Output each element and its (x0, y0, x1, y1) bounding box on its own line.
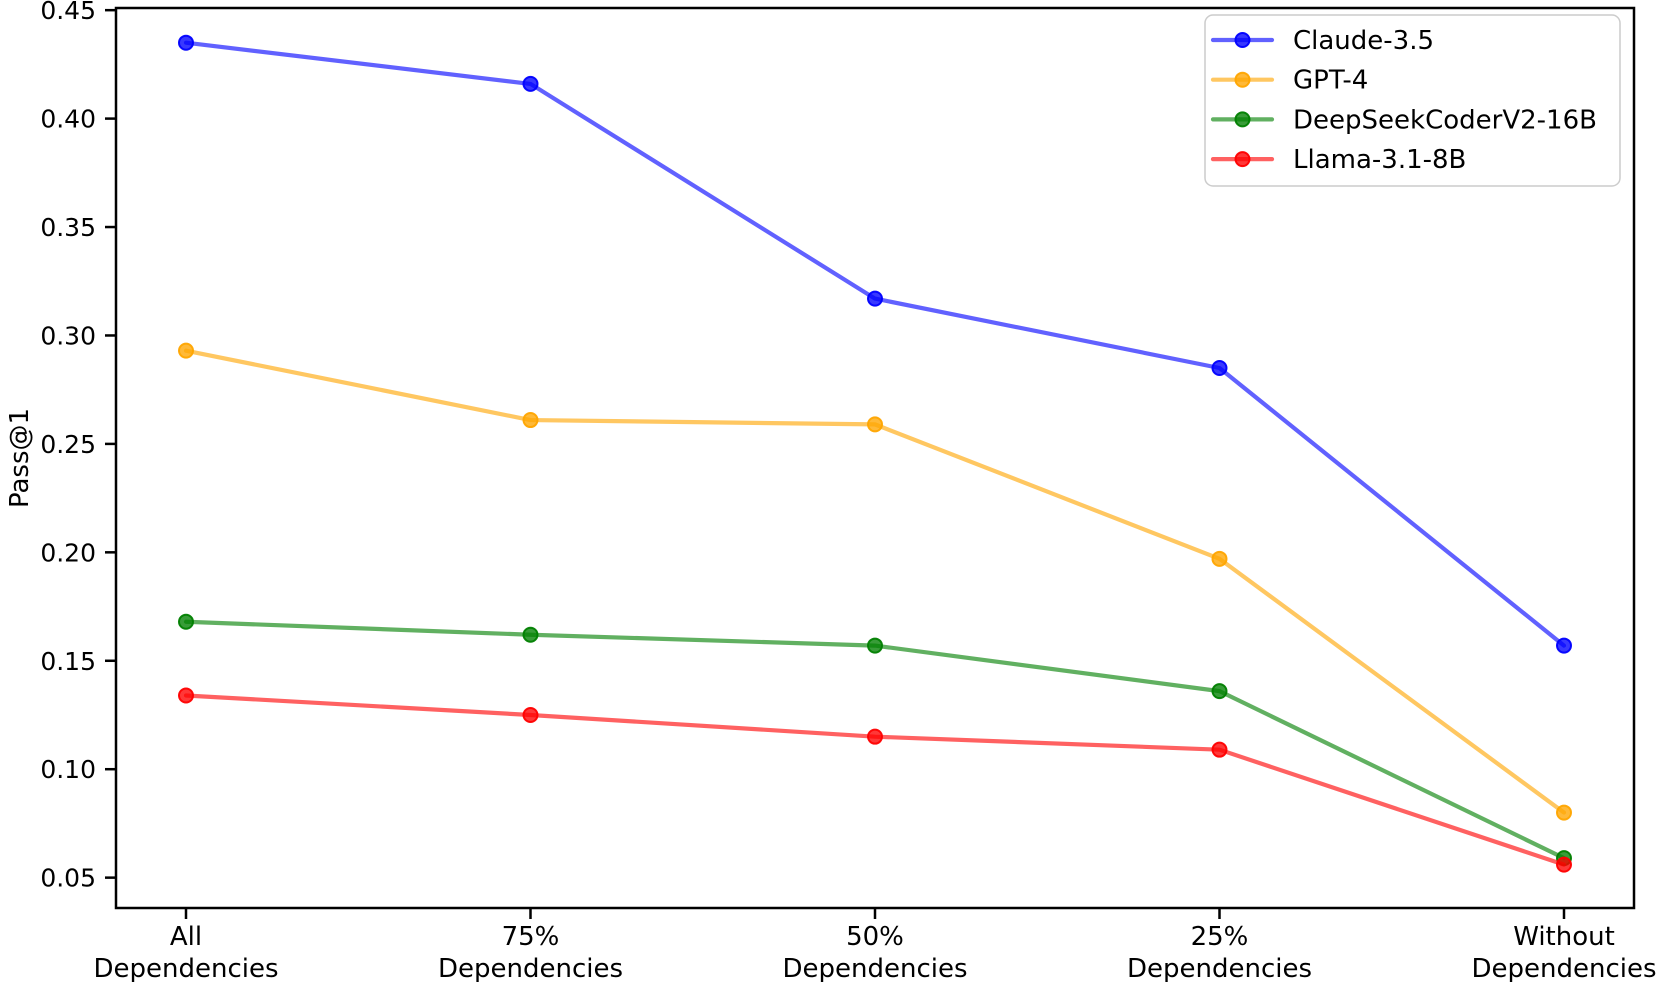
data-point-gpt-4 (1556, 804, 1572, 821)
data-point-claude-3-5 (522, 75, 539, 92)
data-point-deepseekcoderv2-16b (867, 637, 883, 654)
data-point-claude-3-5 (1556, 637, 1572, 654)
x-tick-label: 50% Dependencies (782, 922, 967, 982)
data-point-deepseekcoderv2-16b (522, 626, 539, 643)
y-axis-label: Pass@1 (5, 408, 35, 508)
data-point-deepseekcoderv2-16b (1211, 683, 1228, 700)
series-line-llama-3-1-8b (183, 693, 1567, 867)
legend-marker-icon-gpt-4 (1234, 71, 1251, 88)
legend (1204, 14, 1621, 187)
data-point-llama-3-1-8b (1211, 741, 1228, 758)
y-tick-label: 0.15 (40, 647, 96, 676)
data-point-llama-3-1-8b (1556, 856, 1572, 873)
data-point-gpt-4 (178, 342, 194, 359)
data-point-llama-3-1-8b (178, 687, 194, 704)
data-point-gpt-4 (1211, 550, 1228, 567)
y-tick-label: 0.40 (40, 105, 96, 134)
data-point-gpt-4 (522, 412, 539, 429)
legend-label-deepseekcoderv2-16b: DeepSeekCoderV2-16B (1293, 105, 1597, 135)
y-tick-label: 0.10 (40, 755, 96, 784)
legend-label-gpt-4: GPT-4 (1293, 66, 1368, 96)
data-point-llama-3-1-8b (867, 728, 883, 745)
x-tick-label: Without Dependencies (1471, 922, 1656, 982)
y-tick-label: 0.25 (40, 430, 96, 459)
y-tick-label: 0.30 (40, 321, 96, 350)
x-tick-label: All Dependencies (93, 922, 278, 982)
data-point-claude-3-5 (178, 34, 194, 51)
data-point-deepseekcoderv2-16b (178, 613, 194, 630)
x-tick-label: 25% Dependencies (1127, 922, 1312, 982)
y-tick-label: 0.45 (40, 0, 96, 25)
legend-label-llama-3-1-8b: Llama-3.1-8B (1293, 145, 1466, 175)
data-point-gpt-4 (867, 416, 883, 433)
legend-marker-icon-claude-3-5 (1234, 32, 1251, 48)
legend-label-claude-3-5: Claude-3.5 (1293, 26, 1434, 56)
y-tick-label: 0.20 (40, 538, 96, 567)
legend-marker-icon-deepseekcoderv2-16b (1234, 111, 1251, 128)
x-tick-label: 75% Dependencies (438, 922, 623, 982)
y-tick-label: 0.05 (40, 864, 96, 893)
data-point-claude-3-5 (867, 290, 883, 307)
legend-marker-icon-llama-3-1-8b (1234, 151, 1251, 168)
y-tick-label: 0.35 (40, 213, 96, 242)
data-point-llama-3-1-8b (522, 706, 539, 723)
data-point-claude-3-5 (1211, 360, 1228, 376)
